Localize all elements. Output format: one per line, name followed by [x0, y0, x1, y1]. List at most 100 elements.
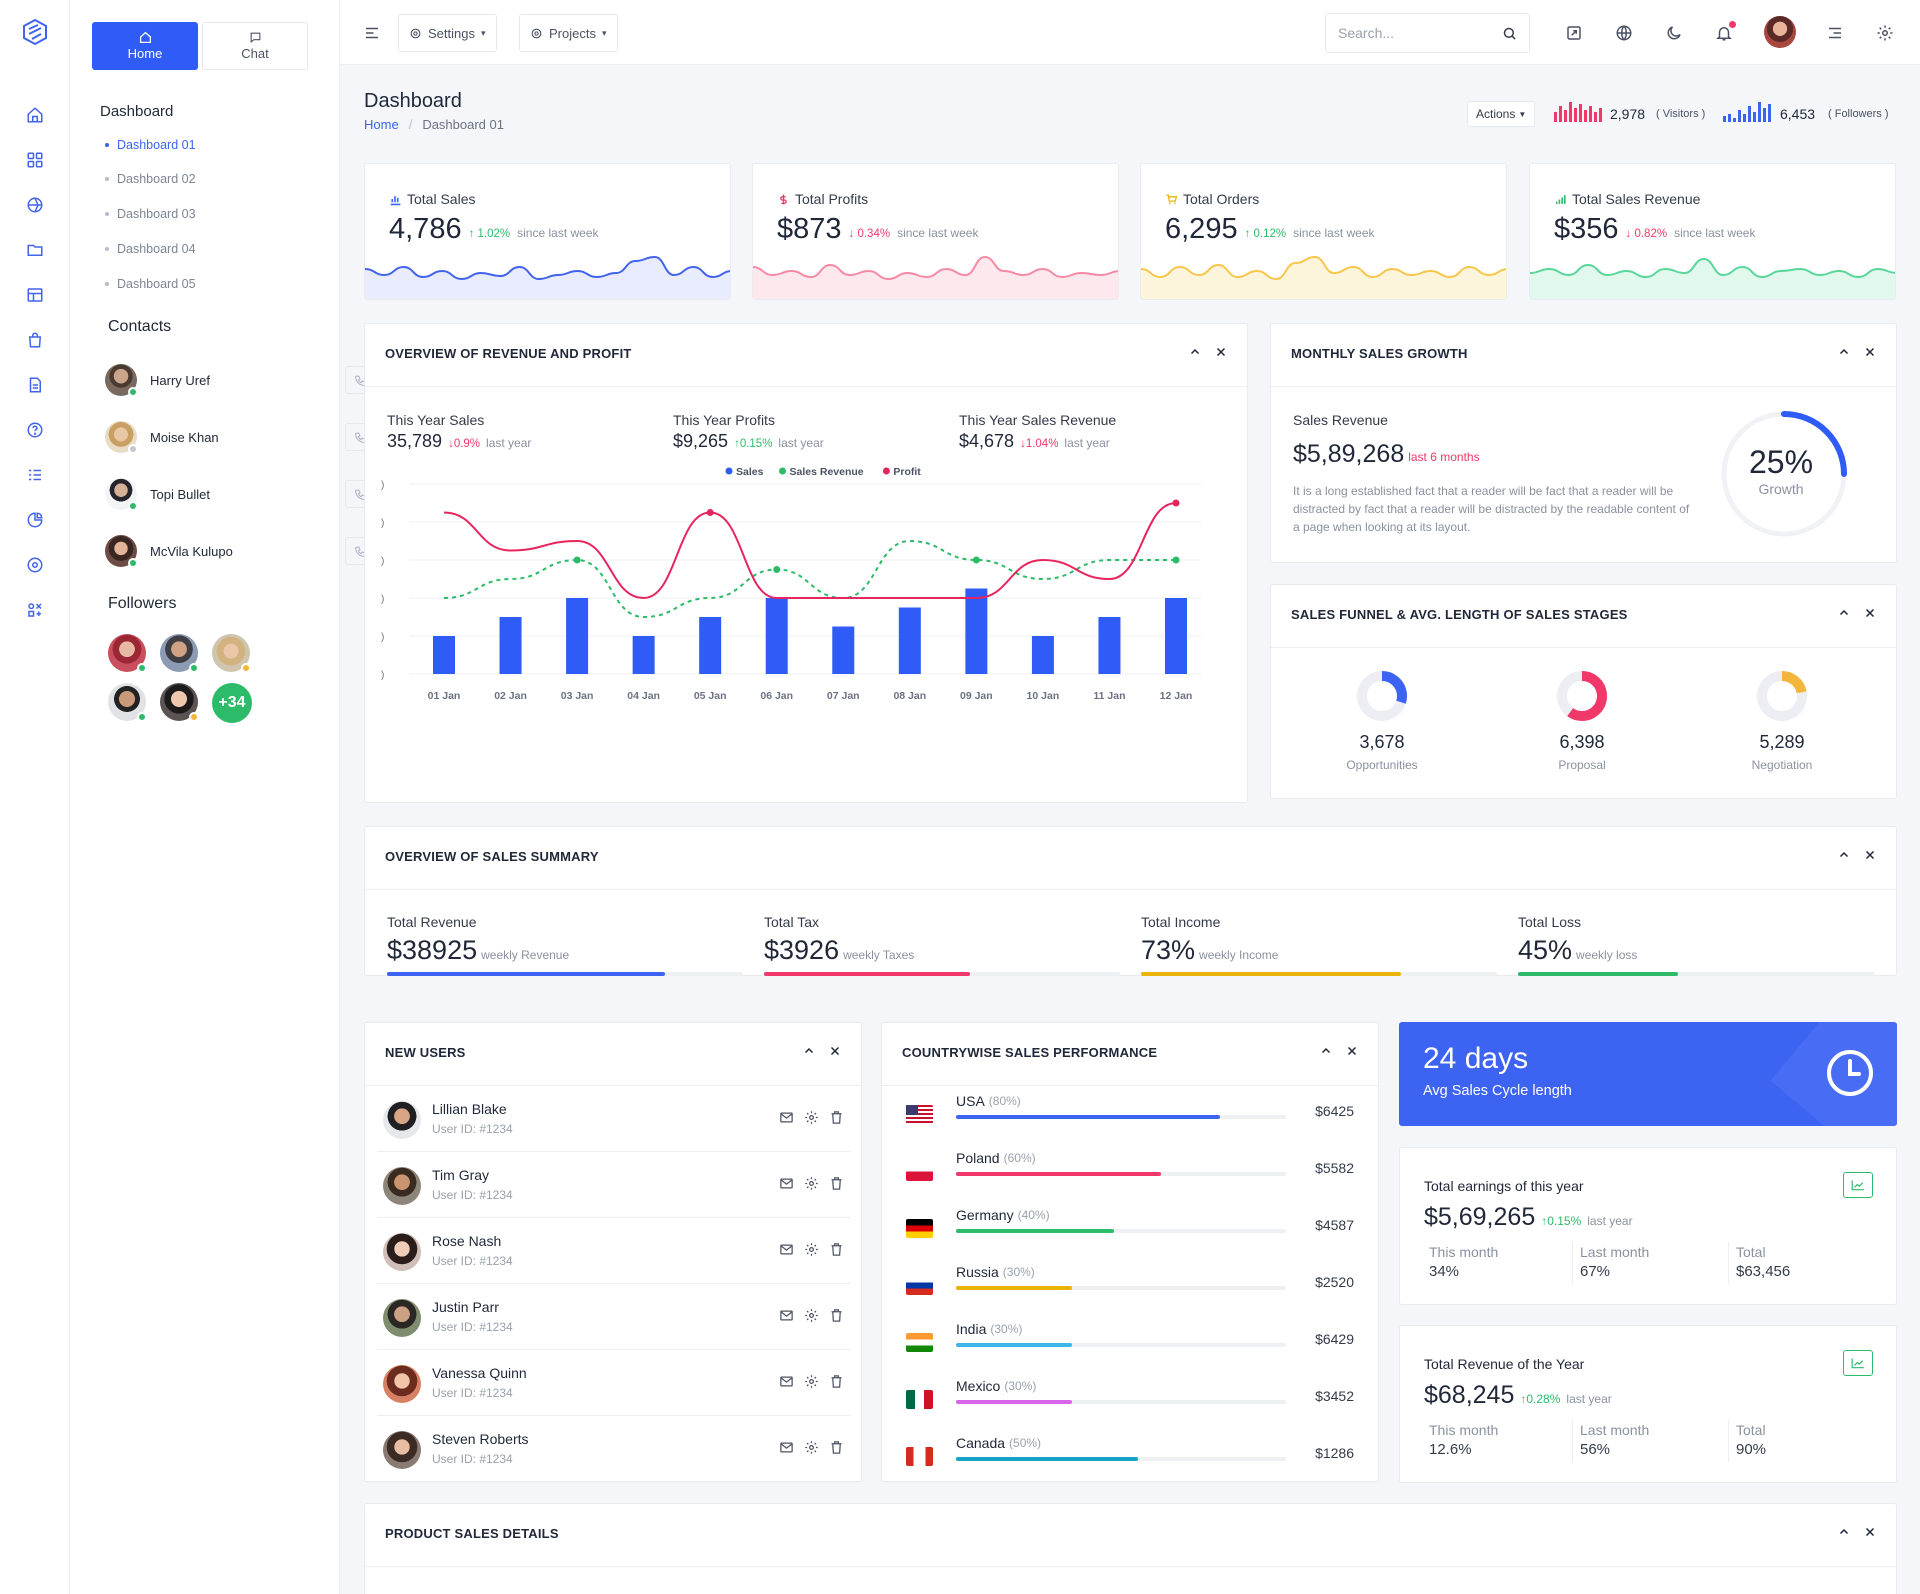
user-row[interactable]: Vanessa Quinn User ID: #1234 [377, 1350, 851, 1416]
trend-chart-icon[interactable] [1843, 1172, 1873, 1198]
breadcrumb-home[interactable]: Home [364, 117, 399, 132]
sales-revenue-description: It is a long established fact that a rea… [1293, 484, 1690, 534]
gear-icon[interactable] [804, 1242, 819, 1257]
mail-icon[interactable] [779, 1308, 794, 1323]
chat-tab-button[interactable]: Chat [202, 22, 308, 70]
funnel-label: Proposal [1558, 758, 1606, 772]
bar-chart-icon [389, 193, 402, 206]
collapse-chevron-up-icon[interactable] [1189, 346, 1201, 358]
settings-dropdown[interactable]: Settings ▾ [398, 14, 497, 52]
trash-icon[interactable] [829, 1110, 844, 1125]
mail-icon[interactable] [779, 1374, 794, 1389]
follower-avatar[interactable] [108, 683, 147, 722]
search-input[interactable]: Search... [1325, 13, 1530, 53]
close-icon[interactable] [1346, 1045, 1358, 1057]
contact-name: Moise Khan [150, 429, 219, 445]
line-sales-revenue [443, 539, 1176, 619]
kpi-note: since last week [897, 226, 979, 240]
list-icon[interactable] [23, 463, 47, 487]
trash-icon[interactable] [829, 1308, 844, 1323]
close-icon[interactable] [829, 1045, 841, 1057]
collapse-chevron-up-icon[interactable] [1838, 1526, 1850, 1538]
close-icon[interactable] [1864, 607, 1876, 619]
document-icon[interactable] [23, 373, 47, 397]
contact-item[interactable]: Harry Uref [105, 364, 375, 397]
gear-icon[interactable] [804, 1374, 819, 1389]
collapse-chevron-up-icon[interactable] [1838, 346, 1850, 358]
follower-avatar[interactable] [108, 634, 147, 673]
projects-dropdown[interactable]: Projects ▾ [519, 14, 618, 52]
fullscreen-icon[interactable] [1562, 21, 1586, 45]
contacts-heading: Contacts [108, 318, 172, 335]
home-tab-button[interactable]: Home [92, 22, 198, 70]
trash-icon[interactable] [829, 1440, 844, 1455]
contact-item[interactable]: Topi Bullet [105, 478, 375, 511]
x-tick-label: 12 Jan [1160, 690, 1193, 702]
widgets-icon[interactable] [23, 598, 47, 622]
sidebar-link-dashboard-05[interactable]: Dashboard 05 [105, 277, 196, 291]
mail-icon[interactable] [779, 1176, 794, 1191]
pie-chart-icon[interactable] [23, 508, 47, 532]
sidebar-right-toggle-icon[interactable] [1823, 21, 1847, 45]
collapse-chevron-up-icon[interactable] [1838, 607, 1850, 619]
sidebar-link-dashboard-02[interactable]: Dashboard 02 [105, 172, 196, 186]
trash-icon[interactable] [829, 1176, 844, 1191]
apps-icon[interactable] [23, 148, 47, 172]
kpi-change: ↑ 0.12% [1244, 228, 1287, 240]
trash-icon[interactable] [829, 1374, 844, 1389]
folder-icon[interactable] [23, 238, 47, 262]
table-icon[interactable] [23, 283, 47, 307]
close-icon[interactable] [1864, 1526, 1876, 1538]
followers-more-badge[interactable]: +34 [212, 683, 252, 723]
close-icon[interactable] [1864, 346, 1876, 358]
user-row[interactable]: Rose Nash User ID: #1234 [377, 1218, 851, 1284]
sidebar-link-dashboard-04[interactable]: Dashboard 04 [105, 242, 196, 256]
collapse-chevron-up-icon[interactable] [1838, 849, 1850, 861]
trash-icon[interactable] [829, 1242, 844, 1257]
close-icon[interactable] [1864, 849, 1876, 861]
mail-icon[interactable] [779, 1110, 794, 1125]
settings-gear-icon[interactable] [1873, 21, 1897, 45]
close-icon[interactable] [1215, 346, 1227, 358]
language-globe-icon[interactable] [1612, 21, 1636, 45]
home-icon[interactable] [23, 103, 47, 127]
user-row[interactable]: Justin Parr User ID: #1234 [377, 1284, 851, 1350]
user-row[interactable]: Steven Roberts User ID: #1234 [377, 1416, 851, 1482]
user-row[interactable]: Lillian Blake User ID: #1234 [377, 1086, 851, 1152]
trend-chart-icon[interactable] [1843, 1350, 1873, 1376]
globe-aperture-icon[interactable] [23, 193, 47, 217]
revenue-profit-chart: Sales Sales Revenue Profit)))))) 01 Jan 02 J… [381, 466, 1201, 702]
collapse-chevron-up-icon[interactable] [1320, 1045, 1332, 1057]
help-icon[interactable] [23, 418, 47, 442]
search-icon[interactable] [1502, 26, 1517, 41]
notification-bell-icon[interactable] [1712, 21, 1736, 45]
sidebar-link-dashboard-03[interactable]: Dashboard 03 [105, 207, 196, 221]
mail-icon[interactable] [779, 1440, 794, 1455]
kpi-note: since last week [1674, 226, 1756, 240]
mail-icon[interactable] [779, 1242, 794, 1257]
card-title: SALES FUNNEL & AVG. LENGTH OF SALES STAG… [1291, 607, 1628, 622]
brand-logo-icon[interactable] [20, 17, 50, 47]
gear-icon[interactable] [804, 1110, 819, 1125]
shopping-bag-icon[interactable] [23, 328, 47, 352]
collapse-chevron-up-icon[interactable] [803, 1045, 815, 1057]
overview-stat-change: ↑0.15% [734, 438, 773, 450]
follower-avatar[interactable] [160, 634, 199, 673]
sidebar-link-dashboard-01[interactable]: Dashboard 01 [105, 138, 196, 152]
overview-stat-change: ↓0.9% [448, 438, 481, 450]
bar-sales [1098, 617, 1121, 674]
gear-icon[interactable] [804, 1176, 819, 1191]
avatar [105, 421, 138, 454]
gear-icon[interactable] [804, 1308, 819, 1323]
user-row[interactable]: Tim Gray User ID: #1234 [377, 1152, 851, 1218]
contact-item[interactable]: McVila Kulupo [105, 535, 375, 568]
user-profile-avatar[interactable] [1764, 16, 1796, 48]
follower-avatar[interactable] [212, 634, 251, 673]
follower-avatar[interactable] [160, 683, 199, 722]
menu-toggle-icon[interactable] [360, 21, 384, 45]
actions-dropdown[interactable]: Actions ▼ [1467, 101, 1536, 127]
target-icon[interactable] [23, 553, 47, 577]
dark-mode-moon-icon[interactable] [1662, 21, 1686, 45]
gear-icon[interactable] [804, 1440, 819, 1455]
contact-item[interactable]: Moise Khan [105, 421, 375, 454]
